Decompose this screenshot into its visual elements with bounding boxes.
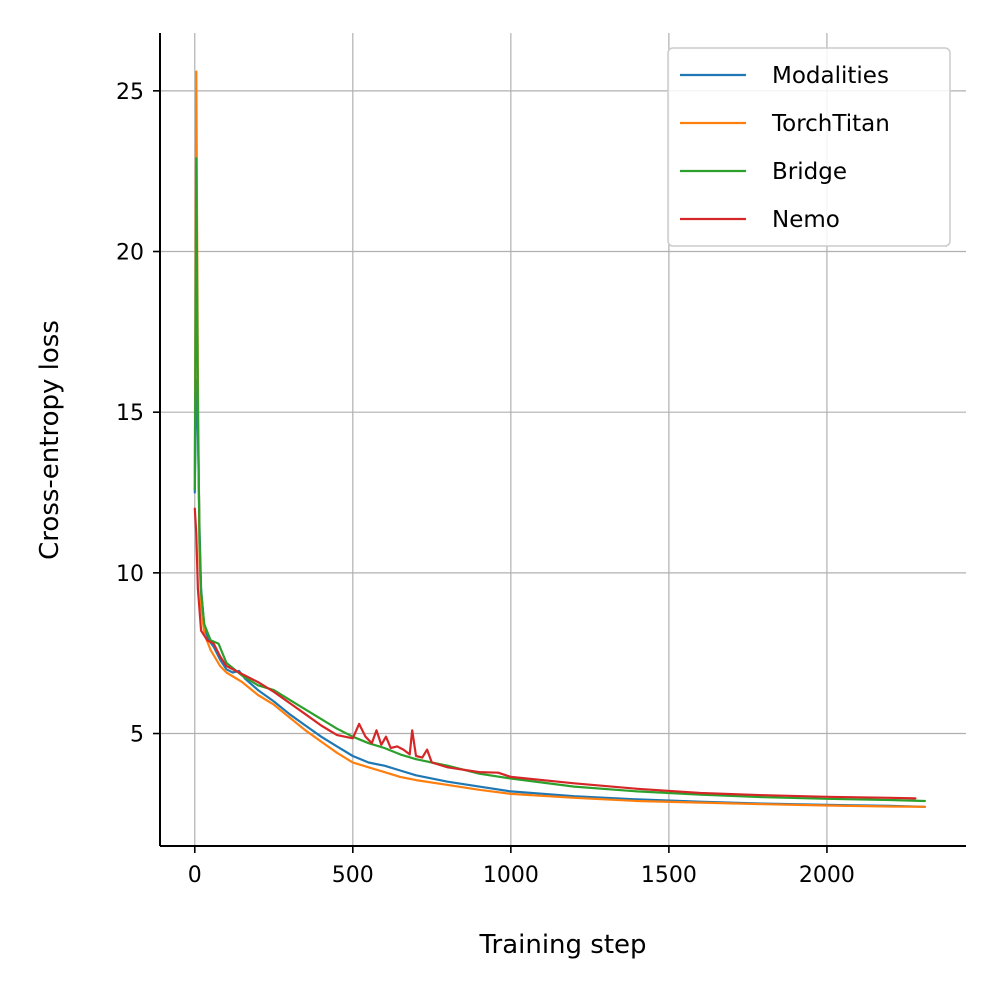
x-axis-label: Training step <box>478 930 646 960</box>
legend: Modalities TorchTitan Bridge Nemo <box>667 47 951 247</box>
y-tick-label: 15 <box>116 401 144 426</box>
ticks: 0 500 1000 1500 2000 5 10 15 20 25 <box>116 80 855 888</box>
x-tick-label: 1000 <box>483 863 539 888</box>
y-tick-label: 20 <box>116 241 144 266</box>
x-tick-label: 500 <box>332 863 374 888</box>
y-axis-label: Cross-entropy loss <box>35 320 65 560</box>
series-line-modalities <box>193 379 926 808</box>
legend-label-nemo: Nemo <box>772 207 840 233</box>
series-lines <box>193 70 926 808</box>
series-line-bridge <box>193 157 926 803</box>
x-tick-label: 1500 <box>641 863 697 888</box>
y-tick-label: 10 <box>116 562 144 587</box>
x-tick-label: 2000 <box>799 863 855 888</box>
legend-label-bridge: Bridge <box>772 159 847 185</box>
legend-label-modalities: Modalities <box>772 63 889 89</box>
axes <box>159 33 966 847</box>
y-tick-label: 5 <box>130 723 144 748</box>
legend-box <box>667 47 951 247</box>
legend-label-torchtitan: TorchTitan <box>771 111 890 137</box>
legend-items: Modalities TorchTitan Bridge Nemo <box>680 63 890 233</box>
y-tick-label: 25 <box>116 80 144 105</box>
series-line-nemo <box>193 507 917 800</box>
x-tick-label: 0 <box>188 863 202 888</box>
